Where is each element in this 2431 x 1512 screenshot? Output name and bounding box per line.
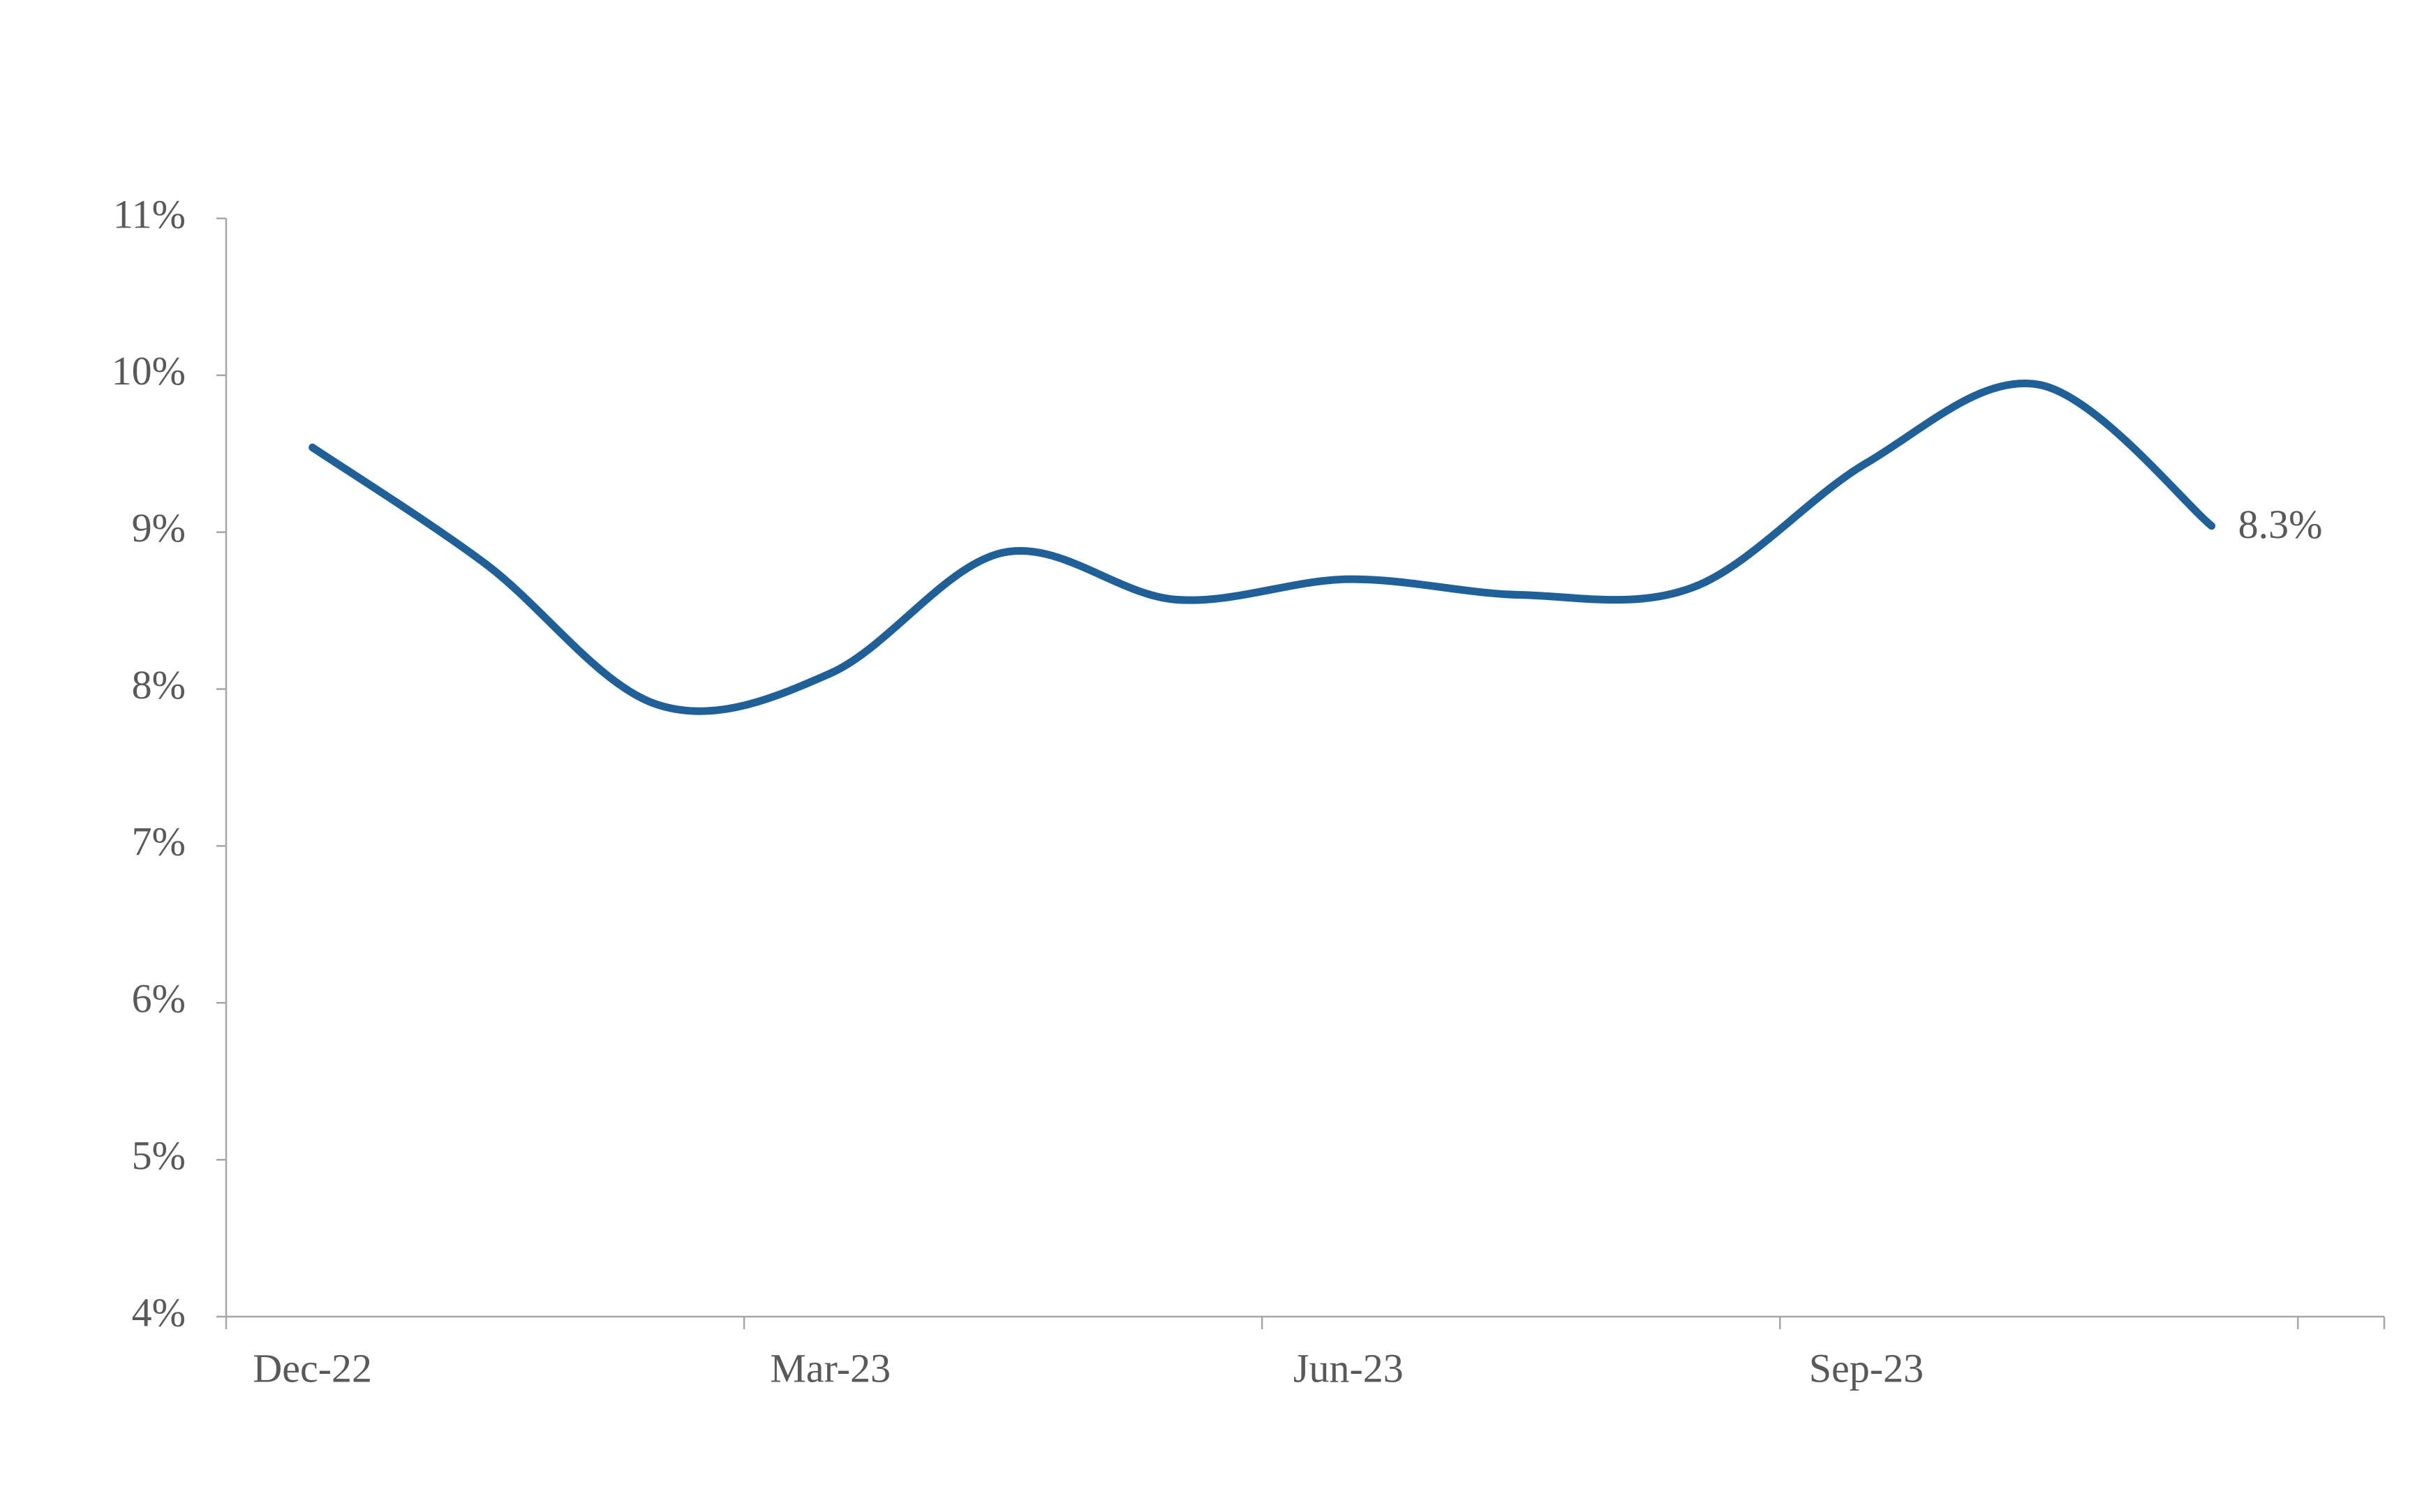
- y-tick-label: 11%: [113, 191, 186, 237]
- y-tick-label: 6%: [132, 976, 186, 1021]
- y-tick-label: 4%: [132, 1289, 186, 1335]
- x-tick-label: Sep-23: [1809, 1345, 1924, 1391]
- x-tick-label: Jun-23: [1293, 1345, 1404, 1391]
- x-tick-label: Mar-23: [770, 1345, 891, 1391]
- x-tick-label: Dec-22: [253, 1345, 372, 1391]
- line-series: [308, 380, 2216, 715]
- y-tick-label: 7%: [132, 819, 186, 864]
- y-tick-label: 5%: [132, 1132, 186, 1178]
- end-annotation: 8.3%: [2238, 502, 2323, 547]
- y-tick-label: 10%: [112, 348, 186, 394]
- y-tick-label: 8%: [132, 662, 186, 708]
- y-tick-label: 9%: [132, 505, 186, 551]
